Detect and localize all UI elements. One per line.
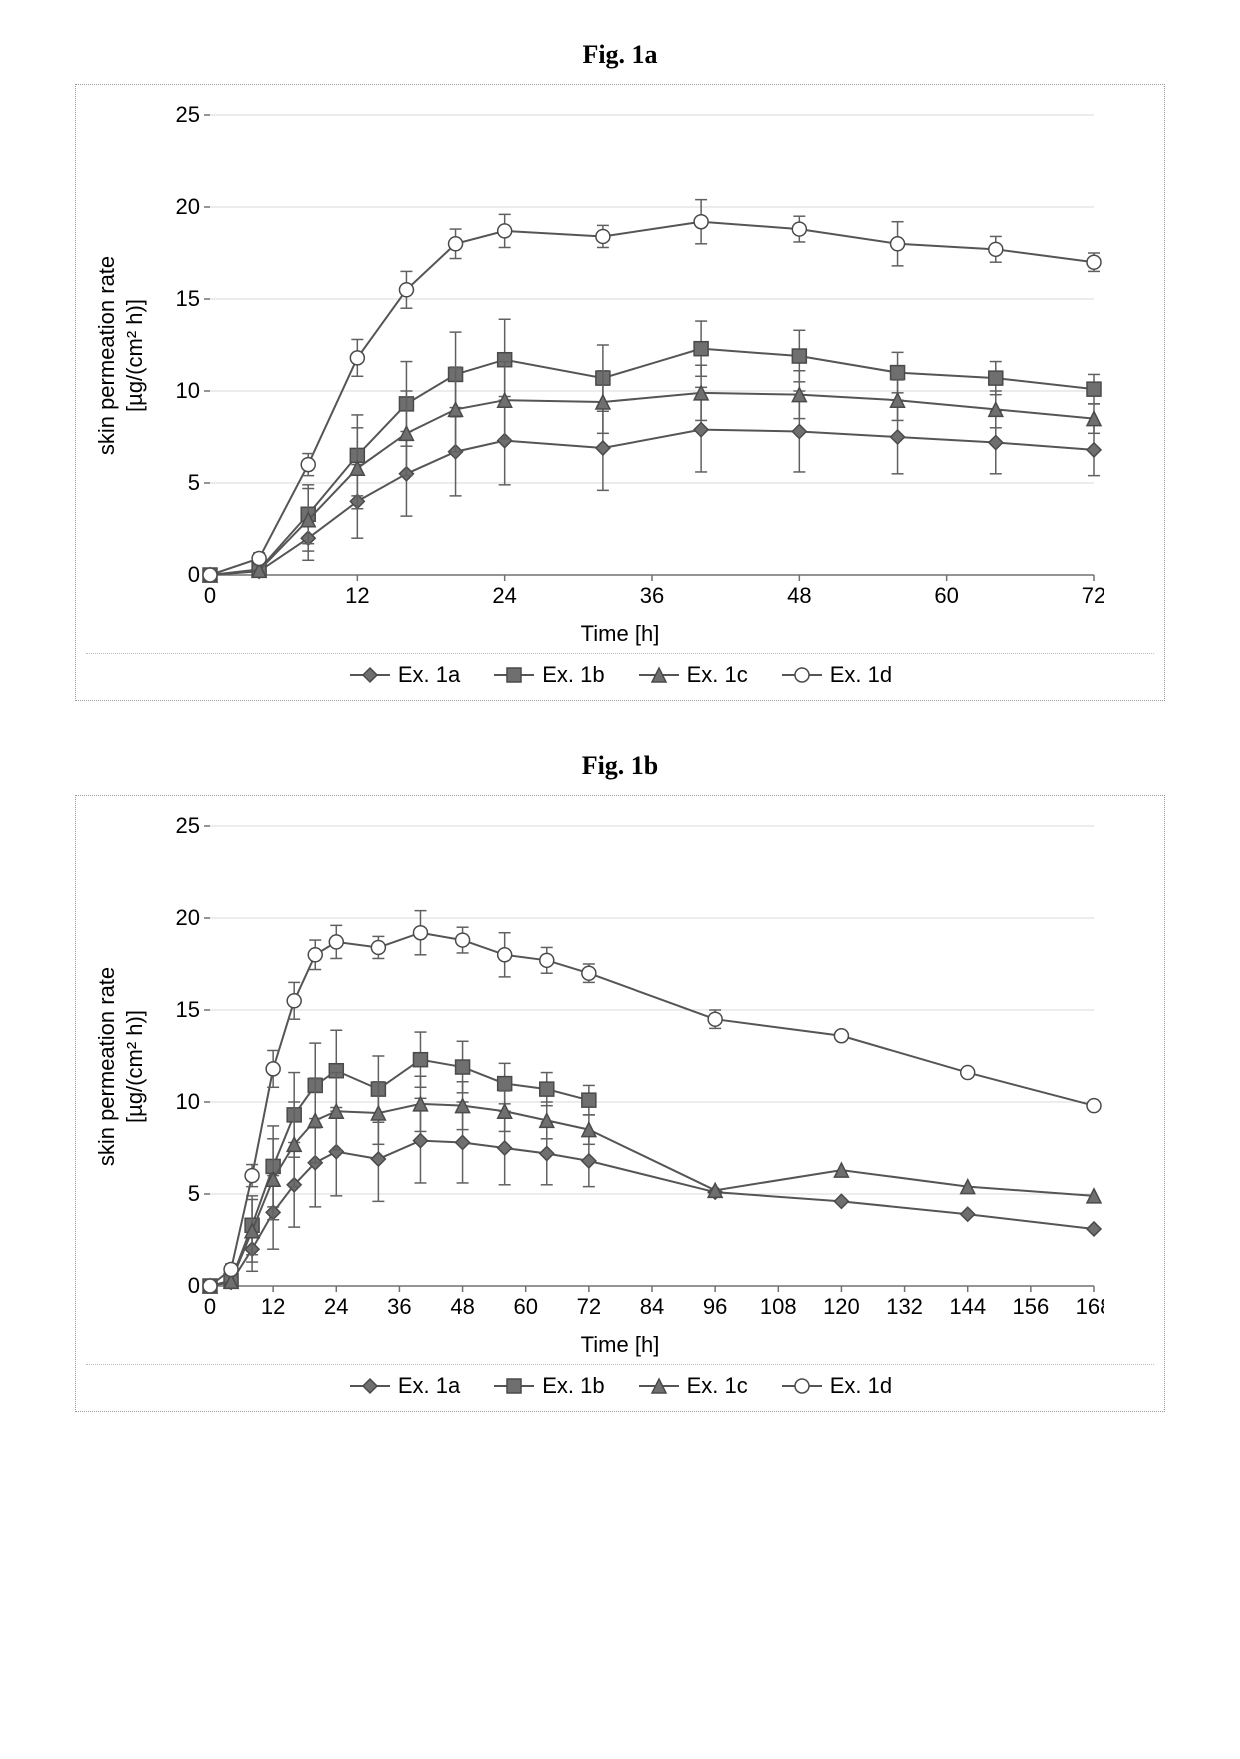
- svg-text:72: 72: [577, 1294, 601, 1319]
- svg-text:36: 36: [640, 583, 664, 608]
- legend-label: Ex. 1c: [687, 662, 748, 688]
- figure-1a-legend: Ex. 1a Ex. 1b Ex. 1c Ex. 1d: [86, 653, 1154, 690]
- figure-1a-title: Fig. 1a: [75, 40, 1165, 70]
- svg-text:60: 60: [513, 1294, 537, 1319]
- figure-1b: Fig. 1b skin permeation rate [µg/(cm² h)…: [75, 751, 1165, 1412]
- legend-item: Ex. 1b: [492, 662, 604, 688]
- svg-text:168: 168: [1076, 1294, 1104, 1319]
- figure-1b-legend: Ex. 1a Ex. 1b Ex. 1c Ex. 1d: [86, 1364, 1154, 1401]
- figure-1a-ylabel-line2: [µg/(cm² h)]: [122, 299, 147, 412]
- svg-text:20: 20: [176, 194, 200, 219]
- legend-item: Ex. 1c: [637, 662, 748, 688]
- figure-1a-ylabel-line1: skin permeation rate: [95, 255, 120, 454]
- svg-text:48: 48: [450, 1294, 474, 1319]
- svg-text:5: 5: [188, 470, 200, 495]
- svg-text:10: 10: [176, 378, 200, 403]
- legend-item: Ex. 1b: [492, 1373, 604, 1399]
- svg-text:0: 0: [188, 1273, 200, 1298]
- figure-1b-frame: skin permeation rate [µg/(cm² h)] 0 5 10 15…: [75, 795, 1165, 1412]
- figure-1a-frame: skin permeation rate [µg/(cm² h)] 0 5 10 15…: [75, 84, 1165, 701]
- svg-text:108: 108: [760, 1294, 797, 1319]
- figure-1a-ylabel: skin permeation rate [µg/(cm² h)]: [94, 255, 149, 454]
- svg-text:156: 156: [1012, 1294, 1049, 1319]
- legend-label: Ex. 1d: [830, 1373, 892, 1399]
- svg-text:15: 15: [176, 997, 200, 1022]
- legend-item: Ex. 1d: [780, 1373, 892, 1399]
- legend-label: Ex. 1b: [542, 1373, 604, 1399]
- svg-text:72: 72: [1082, 583, 1104, 608]
- figure-1a: Fig. 1a skin permeation rate [µg/(cm² h)…: [75, 40, 1165, 701]
- svg-text:48: 48: [787, 583, 811, 608]
- legend-item: Ex. 1d: [780, 662, 892, 688]
- legend-label: Ex. 1a: [398, 1373, 460, 1399]
- legend-label: Ex. 1a: [398, 662, 460, 688]
- svg-text:25: 25: [176, 813, 200, 838]
- svg-text:0: 0: [204, 1294, 216, 1319]
- figure-1b-svg: 0 5 10 15 20 25 0 12 24 36 48 60 72 84 96 108 120 132 144 1…: [156, 806, 1104, 1326]
- legend-label: Ex. 1b: [542, 662, 604, 688]
- svg-text:120: 120: [823, 1294, 860, 1319]
- svg-text:12: 12: [345, 583, 369, 608]
- svg-text:24: 24: [492, 583, 516, 608]
- svg-text:0: 0: [188, 562, 200, 587]
- figure-1b-ylabel: skin permeation rate [µg/(cm² h)]: [94, 966, 149, 1165]
- legend-item: Ex. 1c: [637, 1373, 748, 1399]
- figure-1b-xlabel: Time [h]: [86, 1332, 1154, 1358]
- figure-1a-plot: 0 5 10 15 20 25 0 12 24 36 48 60 72: [156, 95, 1104, 615]
- svg-text:24: 24: [324, 1294, 348, 1319]
- svg-text:96: 96: [703, 1294, 727, 1319]
- svg-text:10: 10: [176, 1089, 200, 1114]
- svg-text:25: 25: [176, 102, 200, 127]
- legend-label: Ex. 1c: [687, 1373, 748, 1399]
- svg-text:132: 132: [886, 1294, 923, 1319]
- svg-text:60: 60: [934, 583, 958, 608]
- svg-text:144: 144: [949, 1294, 986, 1319]
- figure-1b-plot: 0 5 10 15 20 25 0 12 24 36 48 60 72 84 96 108 120 132 144 1…: [156, 806, 1104, 1326]
- figure-1b-ylabel-line2: [µg/(cm² h)]: [122, 1010, 147, 1123]
- svg-text:20: 20: [176, 905, 200, 930]
- svg-text:15: 15: [176, 286, 200, 311]
- figure-1b-title: Fig. 1b: [75, 751, 1165, 781]
- figure-1b-ylabel-line1: skin permeation rate: [95, 966, 120, 1165]
- figure-1a-svg: 0 5 10 15 20 25 0 12 24 36 48 60 72: [156, 95, 1104, 615]
- svg-text:5: 5: [188, 1181, 200, 1206]
- legend-item: Ex. 1a: [348, 662, 460, 688]
- svg-text:36: 36: [387, 1294, 411, 1319]
- svg-text:84: 84: [640, 1294, 664, 1319]
- svg-text:12: 12: [261, 1294, 285, 1319]
- legend-item: Ex. 1a: [348, 1373, 460, 1399]
- legend-label: Ex. 1d: [830, 662, 892, 688]
- svg-text:0: 0: [204, 583, 216, 608]
- figure-1a-xlabel: Time [h]: [86, 621, 1154, 647]
